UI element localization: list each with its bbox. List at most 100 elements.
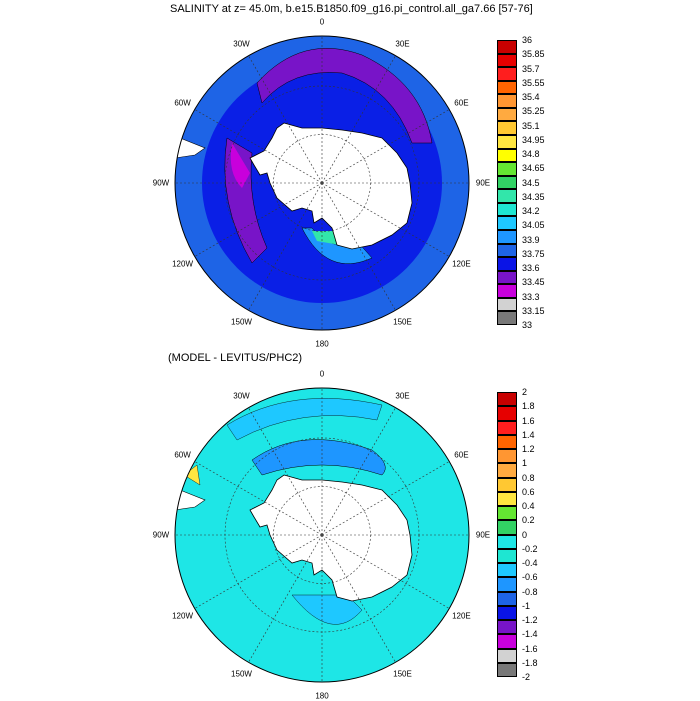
meridian-line [248, 182, 323, 311]
longitude-label: 0 [319, 17, 325, 27]
longitude-label: 30E [395, 39, 410, 49]
longitude-label: 0 [319, 369, 325, 379]
slight-negative-band [226, 398, 383, 441]
meridian-line [321, 407, 396, 536]
colorbar-tick-label: -1.6 [522, 643, 538, 654]
longitude-label: 90W [152, 178, 170, 188]
colorbar-swatch [497, 257, 517, 271]
colorbar-tick-label: 0.2 [522, 515, 535, 526]
longitude-label: 60W [174, 450, 191, 459]
colorbar-tick-label: -0.4 [522, 558, 538, 568]
longitude-label: 30E [395, 391, 410, 401]
longitude-label: 150W [231, 669, 252, 679]
colorbar-tick-label: 1.8 [522, 401, 535, 412]
colorbar-tick-label: -0.8 [522, 586, 538, 597]
colorbar-swatch [497, 449, 517, 464]
colorbar-swatch [497, 216, 517, 230]
difference-map [174, 387, 470, 683]
colorbar-swatch [497, 311, 517, 325]
colorbar-swatch [497, 477, 517, 492]
colorbar-swatch [497, 463, 517, 478]
longitude-label: 30W [233, 391, 250, 401]
colorbar-swatch [497, 491, 517, 506]
meridian-line [321, 182, 450, 257]
colorbar-swatch [497, 107, 517, 122]
longitude-label: 60E [454, 98, 469, 107]
colorbar-swatch [497, 121, 517, 135]
colorbar-tick-label: 34.05 [522, 220, 545, 231]
colorbar-tick-label: 34.35 [522, 191, 545, 202]
meridian-line [321, 55, 396, 184]
meridian-line [321, 182, 396, 311]
meridian-line [248, 534, 323, 663]
meridian-line [194, 461, 323, 536]
colorbar-swatch [497, 406, 517, 421]
colorbar-swatch [497, 620, 517, 635]
colorbar-swatch [497, 189, 517, 203]
map-border [174, 387, 470, 683]
colorbar-tick-label: 0 [522, 529, 528, 540]
colorbar-tick-label: 35.25 [522, 106, 545, 117]
colorbar-tick-label: -2 [522, 672, 531, 682]
top-map-title: SALINITY at z= 45.0m, b.e15.B1850.f09_g1… [170, 3, 533, 15]
colorbar-swatch [497, 434, 517, 449]
colorbar-tick-label: -0.6 [522, 572, 538, 583]
colorbar-swatch [497, 230, 517, 244]
colorbar-swatch [497, 162, 517, 176]
graticule [175, 36, 469, 330]
colorbar-tick-label: 1.2 [522, 444, 535, 454]
colorbar-swatch [497, 53, 517, 68]
longitude-label: 180 [315, 339, 329, 349]
longitude-label: 120W [172, 259, 194, 268]
colorbar-tick-label: 35.1 [522, 120, 540, 131]
colorbar-swatch [497, 148, 517, 163]
longitude-label: 60E [454, 450, 469, 459]
colorbar-tick-label: -1.2 [522, 615, 538, 625]
longitude-label: 90E [475, 178, 491, 188]
colorbar-swatch [497, 175, 517, 190]
colorbar-tick-label: -1.4 [522, 629, 538, 640]
colorbar-swatch [497, 534, 517, 549]
meridian-line [194, 534, 323, 609]
longitude-label: 150W [231, 317, 252, 327]
map-border [174, 35, 470, 331]
colorbar-tick-label: 33.15 [522, 305, 545, 316]
longitude-label: 30W [233, 39, 250, 49]
colorbar-tick-label: 0.4 [522, 501, 535, 511]
longitude-label: 120E [452, 611, 471, 620]
colorbar-tick-label: 34.95 [522, 134, 545, 145]
negative-anomaly-patch [251, 439, 386, 476]
colorbar-tick-label: 34.5 [522, 177, 540, 188]
colorbar-tick-label: 33 [522, 320, 533, 330]
colorbar-swatch [497, 662, 517, 677]
longitude-label: 120W [172, 611, 194, 620]
colorbar-swatch [497, 392, 517, 407]
colorbar-swatch [497, 577, 517, 592]
longitude-label: 150E [393, 669, 412, 679]
colorbar-swatch [497, 243, 517, 258]
colorbar-swatch [497, 297, 517, 312]
colorbar-swatch [497, 202, 517, 217]
slight-negative-band [291, 594, 363, 625]
graticule [175, 388, 469, 682]
longitude-label: 60W [174, 98, 191, 107]
lowest-salinity-patch [230, 143, 250, 188]
colorbar-tick-label: 33.45 [522, 277, 545, 288]
colorbar-swatch [497, 548, 517, 563]
colorbar-tick-label: 35.7 [522, 63, 540, 74]
meridian-line [321, 461, 450, 536]
colorbar-tick-label: 35.85 [522, 49, 545, 60]
colorbar-tick-label: 1.4 [522, 429, 535, 440]
colorbar-tick-label: -1 [522, 600, 531, 611]
meridian-line [248, 55, 323, 184]
colorbar-swatch [497, 563, 517, 578]
colorbar-swatch [497, 135, 517, 149]
colorbar-swatch [497, 634, 517, 649]
colorbar-tick-label: 34.8 [522, 149, 540, 159]
colorbar-swatch [497, 648, 517, 663]
colorbar-swatch [497, 270, 517, 285]
colorbar-tick-label: 33.6 [522, 263, 540, 273]
colorbar-swatch [497, 40, 517, 54]
colorbar-tick-label: 33.9 [522, 234, 540, 245]
